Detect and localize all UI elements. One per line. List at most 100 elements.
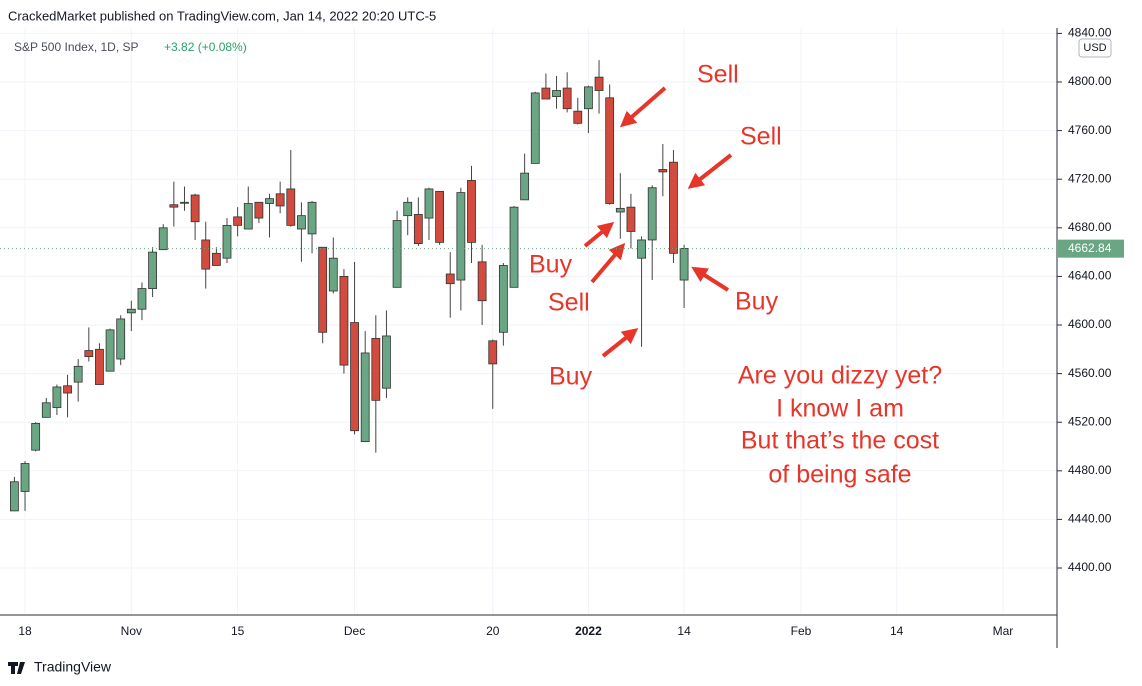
candle-body [371, 337, 381, 401]
arrow [691, 266, 730, 292]
candle-body [254, 201, 264, 219]
x-tick-label: 20 [486, 624, 500, 638]
y-tick-label: 4480.00 [1068, 463, 1112, 477]
candle-body [9, 481, 19, 512]
candle-body [360, 352, 370, 443]
candle-body [137, 288, 147, 310]
candle-body [297, 215, 306, 230]
annotation: Sell [697, 61, 739, 89]
candle-body [41, 402, 51, 418]
annotation: Are you dizzy yet? [738, 362, 942, 390]
annotation: Sell [548, 289, 590, 317]
y-tick-label: 4640.00 [1068, 269, 1112, 283]
candle-body [509, 206, 519, 288]
candle-body [233, 216, 243, 226]
candle-body [95, 348, 104, 385]
candle-body [562, 87, 572, 110]
arrow [583, 221, 615, 248]
header: CrackedMarket published on TradingView.c… [8, 8, 436, 23]
candle-body [626, 206, 636, 232]
x-tick-label: 2022 [575, 624, 602, 638]
annotation: Buy [549, 363, 593, 391]
arrow [619, 86, 667, 128]
candle-body [413, 214, 423, 245]
arrow [687, 153, 733, 189]
candle-body [31, 423, 41, 451]
candle-body [435, 190, 445, 243]
x-tick-label: Feb [791, 624, 812, 638]
candle-body [445, 273, 455, 285]
currency-box [1078, 38, 1112, 58]
candle-body [467, 180, 476, 243]
candle-body [328, 257, 338, 292]
footer: TradingView [34, 659, 112, 675]
candle-body [169, 204, 179, 208]
y-tick-label: 4680.00 [1068, 220, 1112, 234]
candle-body [275, 193, 285, 207]
y-tick-label: 4440.00 [1068, 512, 1112, 526]
candle-body [52, 386, 62, 409]
candle-body [679, 248, 689, 281]
annotation: Buy [735, 288, 779, 316]
candle-body [403, 201, 413, 217]
y-tick-label: 4720.00 [1068, 171, 1112, 185]
change: +3.82 (+0.08%) [164, 40, 247, 54]
y-tick-label: 4600.00 [1068, 317, 1112, 331]
candle-body [73, 365, 83, 383]
candle-body [658, 169, 668, 173]
candle-body [424, 188, 434, 219]
x-tick-label: 18 [18, 624, 32, 638]
y-tick-label: 4800.00 [1068, 74, 1112, 88]
candle-body [63, 385, 72, 394]
candle-body [520, 172, 530, 201]
candle-body [286, 188, 296, 226]
candle-body [530, 92, 540, 164]
x-tick-label: 15 [231, 624, 245, 638]
candle-body [307, 201, 317, 235]
candle-body [541, 87, 551, 100]
y-tick-label: 4560.00 [1068, 366, 1112, 380]
y-tick-label: 4520.00 [1068, 414, 1112, 428]
candle-body [392, 220, 402, 288]
candle-body [84, 350, 94, 357]
candle-body [584, 86, 593, 110]
candle-body [477, 261, 487, 302]
annotation: of being safe [768, 461, 911, 489]
candle-body [498, 265, 508, 333]
candle-body [456, 192, 466, 281]
candle-body [350, 322, 359, 432]
x-tick-label: 14 [890, 624, 904, 638]
candle-body [126, 308, 136, 314]
price-label: 4662.84 [1068, 241, 1112, 255]
candle-body [148, 251, 157, 289]
candle-body [637, 239, 646, 259]
symbol: S&P 500 Index, 1D, SP [14, 40, 139, 54]
annotation: Buy [529, 251, 573, 279]
annotation: But that’s the cost [741, 427, 939, 455]
candle-body [201, 239, 211, 270]
candle-body [180, 201, 189, 204]
candle-body [605, 97, 615, 204]
candle-body [190, 194, 200, 223]
annotation: I know I am [776, 395, 904, 423]
candle-body [382, 335, 391, 389]
y-tick-label: 4840.00 [1068, 26, 1112, 40]
candle-body [116, 318, 126, 360]
x-tick-label: Mar [993, 624, 1014, 638]
y-tick-label: 4400.00 [1068, 560, 1112, 574]
candle-body [265, 198, 274, 204]
price-label-box [1058, 239, 1124, 258]
currency: USD [1083, 42, 1106, 54]
candle-body [647, 187, 657, 241]
plot [9, 60, 689, 512]
arrow [590, 242, 626, 284]
candle-body [573, 110, 583, 124]
candle-body [339, 276, 349, 366]
y-tick-label: 4760.00 [1068, 123, 1112, 137]
candle-body [211, 252, 221, 266]
logo [8, 662, 25, 674]
candle-body [594, 76, 604, 91]
x-tick-label: 14 [677, 624, 691, 638]
